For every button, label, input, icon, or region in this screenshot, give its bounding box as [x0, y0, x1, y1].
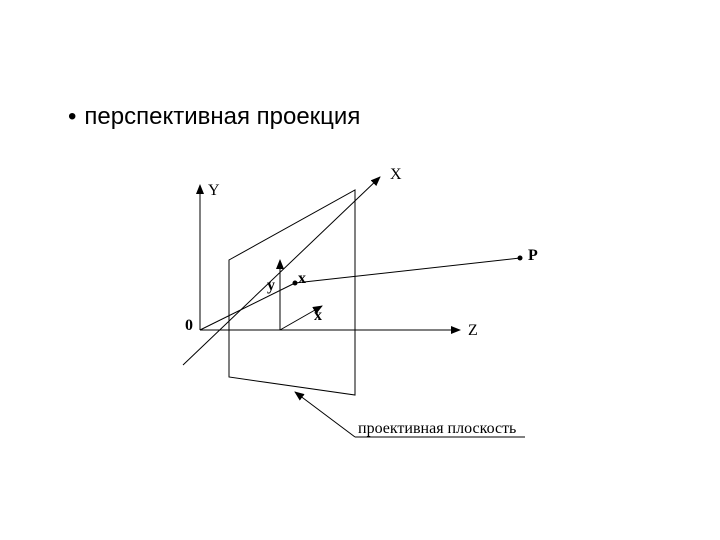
title-text: перспективная проекция [84, 103, 360, 130]
caption-text: проективная плоскость [358, 420, 516, 437]
projected-to-p-line [295, 258, 520, 283]
projected-point-dot [293, 281, 298, 286]
projected-point-label: x [298, 270, 306, 287]
projection-diagram: 0 Y Z X y x x P проективная плоскость [100, 165, 580, 485]
x-axis-label: X [390, 166, 402, 183]
p-point-dot [518, 256, 523, 261]
y-axis-label: Y [208, 182, 220, 199]
z-axis-label: Z [468, 322, 478, 339]
origin-label: 0 [185, 317, 193, 334]
x-axis-line [183, 177, 380, 365]
small-y-label: y [267, 277, 275, 294]
title-bullet: • [68, 103, 76, 130]
caption-arrow [295, 392, 355, 437]
slide-title: • перспективная проекция [68, 103, 360, 131]
projection-plane [229, 190, 355, 395]
small-x-label: x [314, 307, 322, 324]
origin-to-projected-line [200, 283, 295, 330]
p-point-label: P [528, 247, 538, 264]
